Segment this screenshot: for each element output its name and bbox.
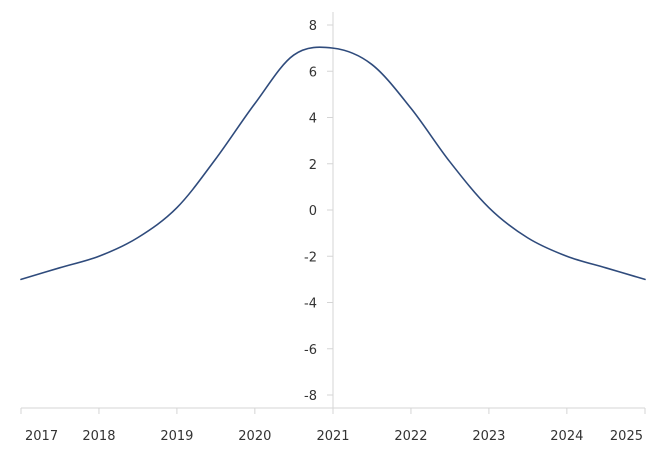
x-tick-label: 2022 [394, 429, 427, 444]
y-tick-label: -2 [304, 250, 317, 265]
series-line [20, 46, 646, 281]
y-tick-label: 0 [309, 204, 317, 219]
y-tick-label: -6 [304, 343, 317, 358]
series-layer [20, 46, 646, 281]
x-tick-label: 2021 [316, 429, 349, 444]
y-tick-label: 8 [309, 19, 317, 34]
axes [20, 12, 646, 414]
x-tick-label: 2024 [550, 429, 583, 444]
x-tick-label: 2025 [610, 429, 643, 444]
y-tick-label: -8 [304, 389, 317, 404]
y-tick-label: 4 [309, 112, 317, 127]
x-tick-label: 2020 [238, 429, 271, 444]
y-tick-label: 2 [309, 158, 317, 173]
x-tick-label: 2018 [82, 429, 115, 444]
y-tick-label: -4 [304, 297, 317, 312]
x-tick-label: 2017 [25, 429, 58, 444]
tick-labels: 2017 2018 2019 2020 2021 2022 2023 2024 2025 -8 -6… [25, 19, 643, 444]
x-tick-label: 2023 [472, 429, 505, 444]
x-tick-label: 2019 [160, 429, 193, 444]
y-tick-label: 6 [309, 65, 317, 80]
